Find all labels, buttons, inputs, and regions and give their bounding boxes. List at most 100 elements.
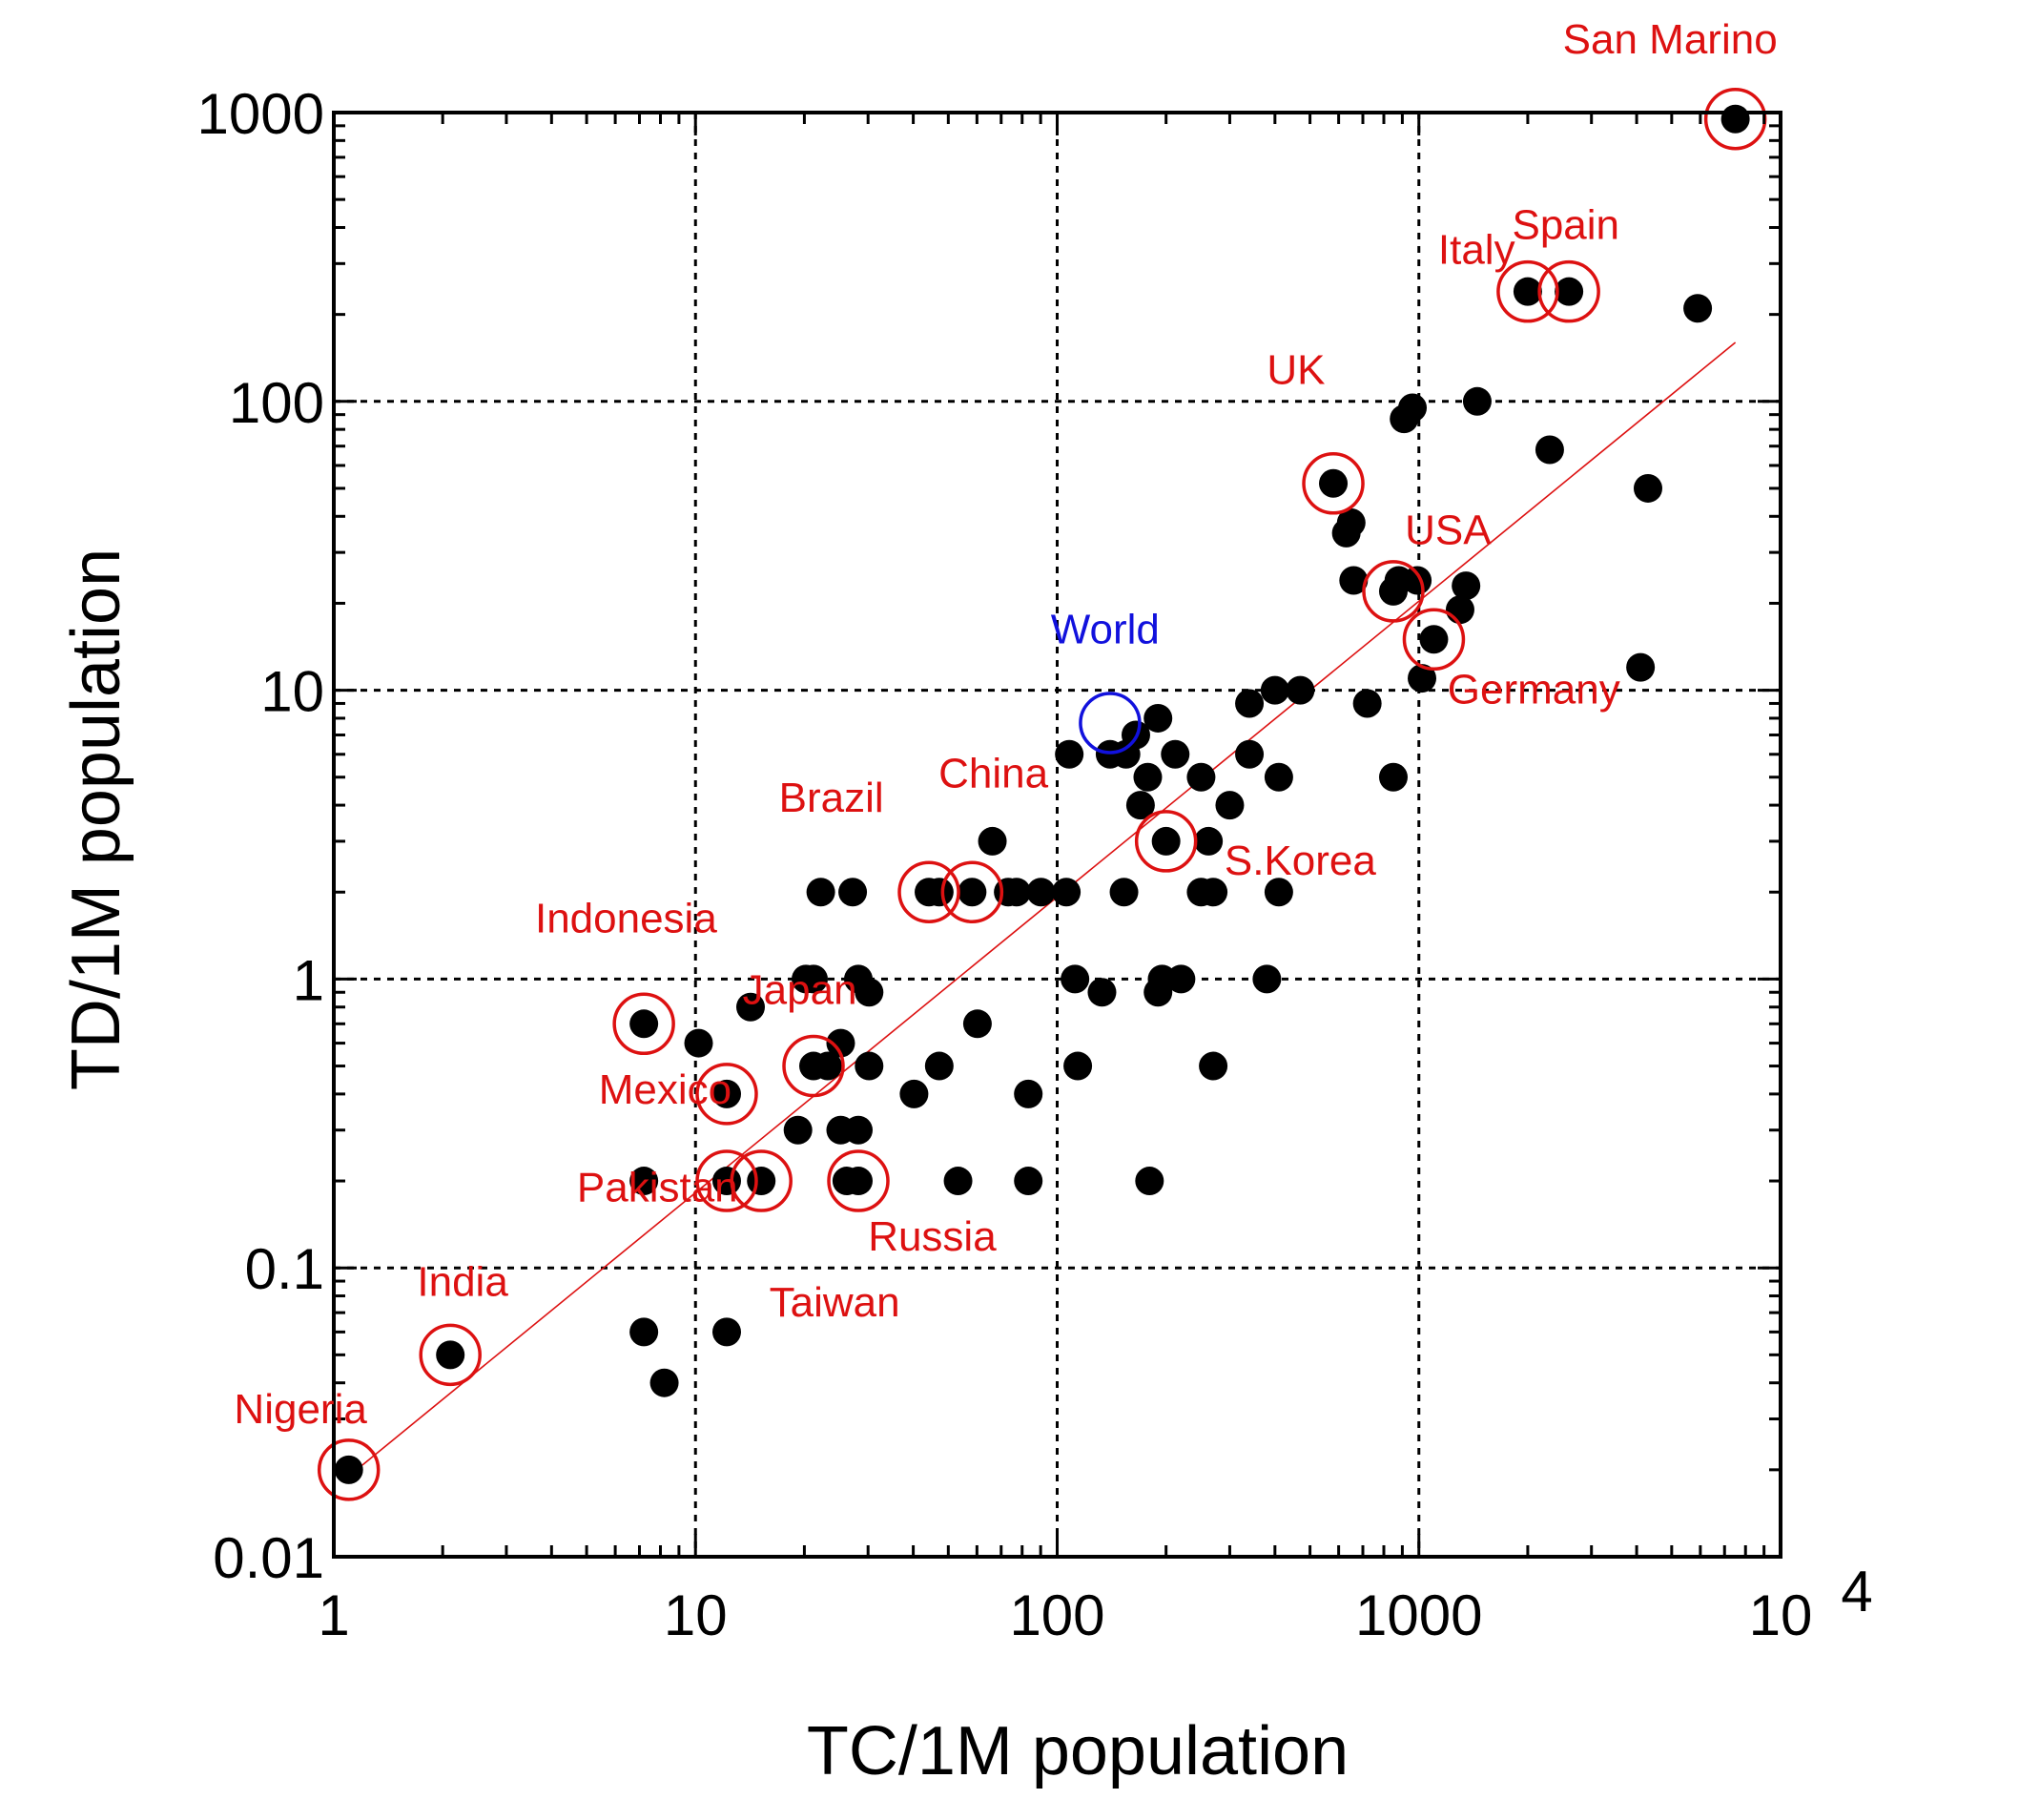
data-point [1055,739,1084,769]
data-point [334,1455,363,1484]
data-point [1626,652,1656,682]
x-axis-title: TC/1M population [807,1713,1349,1789]
data-point [1014,1079,1043,1108]
x-tick-label: 1000 [1355,1583,1482,1647]
highlight-circle [897,860,960,923]
data-point [736,992,766,1022]
y-tick-label: 0.01 [213,1526,324,1590]
data-point [943,1167,973,1196]
country-label: S.Korea [1225,838,1377,884]
data-point [1166,964,1196,994]
data-point [1352,689,1382,718]
fit-line-group [348,341,1737,1478]
data-point [1052,878,1082,907]
data-point [1186,762,1216,792]
data-point [1452,571,1481,601]
highlight-circle [317,1438,381,1501]
data-point [1535,435,1564,465]
data-point [1260,675,1289,705]
data-point [436,1340,465,1370]
country-label: Brazil [779,775,884,821]
data-point [1264,878,1293,907]
country-label: Germany [1448,666,1620,713]
y-tick-label: 0.1 [245,1237,324,1301]
country-label: Indonesia [535,896,717,942]
highlight-circles [317,87,1767,1501]
data-point [1061,964,1090,994]
highlight-circle [612,992,675,1056]
data-point [1445,595,1474,625]
data-point [1135,1167,1164,1196]
data-point [1125,791,1155,820]
data-point [1026,878,1056,907]
data-point [1264,762,1293,792]
country-label: India [417,1259,508,1306]
data-point [1063,1051,1093,1081]
highlight-circle [1134,810,1198,873]
data-point [799,964,829,994]
data-point [629,1009,659,1039]
x-tick-label: 10 [1749,1583,1813,1647]
grid-lines [334,113,1781,1557]
data-point [924,878,954,907]
data-point [806,878,835,907]
axis-ticks [334,113,1781,1557]
country-label: Pakistan [577,1164,738,1210]
country-label: Taiwan [770,1279,900,1326]
data-point [826,1028,855,1058]
data-point [899,1079,929,1108]
data-point [1151,826,1181,856]
highlight-circle [1537,259,1600,323]
data-point [1194,826,1224,856]
data-point [1235,739,1265,769]
world-circle [1079,692,1142,755]
y-tick-label: 1 [293,948,324,1012]
data-point [1286,675,1315,705]
country-label: San Marino [1563,16,1778,63]
data-point [629,1317,659,1347]
highlight-circle [1496,259,1559,323]
x-tick-label: 100 [1009,1583,1104,1647]
data-point [1398,393,1428,423]
data-point [1252,964,1282,994]
data-point [962,1009,992,1039]
highlight-circle [1362,560,1425,623]
data-point [649,1368,679,1397]
data-point [1215,791,1245,820]
x-tick-label: 1 [318,1583,349,1647]
data-point [1235,689,1265,718]
data-point [747,1167,776,1196]
data-point [1199,878,1228,907]
data-point [1339,566,1369,595]
data-point [1133,762,1163,792]
data-point [1403,566,1432,595]
country-label: USA [1405,507,1492,554]
highlight-circle [695,1149,758,1212]
data-point [1683,294,1713,323]
country-label: Japan [743,966,857,1013]
data-point [712,1317,742,1347]
data-point [712,1079,742,1108]
data-point [1319,468,1349,498]
highlight-circle [1402,608,1466,672]
data-point [1199,1051,1228,1081]
data-point [844,1167,874,1196]
highlight-circle [419,1323,482,1387]
country-label: Italy [1438,226,1515,273]
y-tick-label: 100 [229,371,324,435]
data-point [1633,473,1662,503]
country-label: World [1051,607,1160,653]
highlight-circle [1302,452,1365,515]
fit-line [348,341,1737,1478]
data-point [1161,739,1190,769]
highlight-circle [782,1034,845,1098]
y-tick-label: 1000 [197,82,324,146]
data-point [684,1028,713,1058]
data-point [1014,1167,1043,1196]
country-label: Mexico [599,1066,731,1113]
data-point [1087,978,1117,1007]
highlight-circle [827,1149,890,1212]
data-point [1462,386,1492,416]
